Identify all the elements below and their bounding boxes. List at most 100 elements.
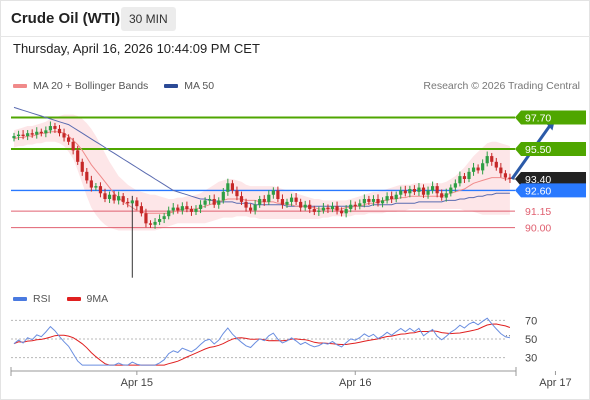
candle-body [180, 206, 184, 211]
candle-body [376, 199, 380, 204]
candle-body [321, 207, 325, 211]
candle-body [244, 201, 248, 208]
candle-body [417, 187, 421, 192]
candle-body [135, 200, 139, 207]
price-legend: MA 20 + Bollinger Bands MA 50 [13, 80, 214, 92]
rsi-ma-line [13, 323, 511, 366]
candle-body [449, 187, 453, 194]
candle-body [212, 199, 216, 205]
candle-body [121, 196, 125, 202]
candle-body [453, 183, 457, 188]
candle-body [294, 197, 298, 202]
candle-body [317, 210, 321, 212]
copyright-label: Research © 2026 Trading Central [423, 80, 580, 92]
candle-body [471, 167, 476, 172]
candle-body [194, 209, 198, 212]
rsi-tick-label: 70 [525, 315, 537, 327]
candle-body [26, 133, 30, 137]
chart-header: Crude Oil (WTI) 30 MIN [0, 0, 590, 36]
candle-body [94, 186, 98, 188]
candle-body [431, 186, 435, 191]
candle-body [189, 209, 194, 212]
candle-body [203, 200, 207, 205]
candle-body [503, 173, 507, 178]
ma20-line [13, 131, 510, 214]
candle-body [48, 126, 52, 131]
candle-body [12, 136, 16, 139]
candle-body [253, 204, 257, 211]
candle-body [271, 190, 275, 195]
candle-body [57, 128, 62, 134]
candle-body [239, 196, 244, 202]
candle-body [394, 194, 398, 200]
candle-body [230, 183, 234, 191]
rsi-legend-label: RSI [33, 293, 51, 305]
x-tick-label: Apr 16 [339, 377, 371, 389]
candle-body [308, 204, 312, 210]
candle-body [76, 150, 80, 162]
candle-body [117, 196, 121, 201]
candle-body [421, 187, 426, 195]
candle-body [53, 126, 57, 129]
price-level-label: 92.60 [525, 185, 551, 197]
candle-body [367, 199, 371, 202]
ma20-legend-label: MA 20 + Bollinger Bands [33, 80, 149, 92]
candle-body [476, 167, 480, 171]
price-level-label: 97.70 [525, 112, 551, 124]
candle-body [494, 161, 498, 168]
candle-body [167, 210, 171, 217]
candle-body [62, 133, 66, 138]
candle-body [508, 177, 512, 179]
candle-body [21, 134, 25, 137]
rsi-legend: RSI 9MA [13, 293, 108, 305]
candle-body [130, 200, 134, 204]
candle-body [162, 216, 166, 220]
candle-body [267, 194, 271, 202]
candle-body [16, 134, 21, 137]
candle-body [303, 204, 307, 208]
candle-body [289, 197, 294, 202]
candle-body [276, 190, 280, 200]
candle-body [126, 201, 130, 204]
candle-body [499, 167, 503, 174]
candle-body [340, 210, 344, 214]
candle-body [440, 193, 444, 198]
candle-body [158, 219, 162, 222]
candle-body [153, 221, 157, 225]
header-divider [0, 36, 590, 37]
candle-body [144, 213, 148, 224]
x-tick-label: Apr 17 [539, 377, 571, 389]
candle-body [148, 223, 153, 225]
candle-body [208, 199, 212, 201]
candle-body [139, 206, 143, 214]
candle-body [444, 193, 448, 198]
x-tick-label: Apr 15 [121, 377, 153, 389]
candle-body [353, 204, 357, 207]
price-level-label: 95.50 [525, 144, 551, 156]
candle-body [412, 189, 416, 192]
timeframe-button[interactable]: 30 MIN [121, 7, 176, 31]
candle-body [171, 207, 175, 211]
candle-body [176, 207, 180, 211]
rsi-line [13, 317, 511, 366]
candle-body [249, 207, 253, 211]
candle-body [385, 196, 389, 201]
candle-body [44, 130, 48, 134]
candle-body [35, 131, 39, 135]
candle-body [344, 209, 348, 214]
candle-body [467, 171, 471, 179]
candle-body [435, 186, 439, 194]
candle-body [330, 206, 335, 210]
datetime-label: Thursday, April 16, 2026 10:44:09 PM CET [13, 41, 260, 56]
candle-body [112, 194, 116, 201]
rsi-tick-label: 30 [525, 353, 537, 365]
ma20-swatch [13, 84, 27, 88]
candle-body [217, 200, 221, 205]
price-label-box [515, 183, 586, 198]
price-label-box [515, 110, 586, 125]
candle-body [107, 194, 112, 200]
candle-body [399, 190, 403, 195]
candle-body [326, 207, 330, 210]
candle-body [481, 163, 485, 171]
candle-body [485, 156, 489, 164]
